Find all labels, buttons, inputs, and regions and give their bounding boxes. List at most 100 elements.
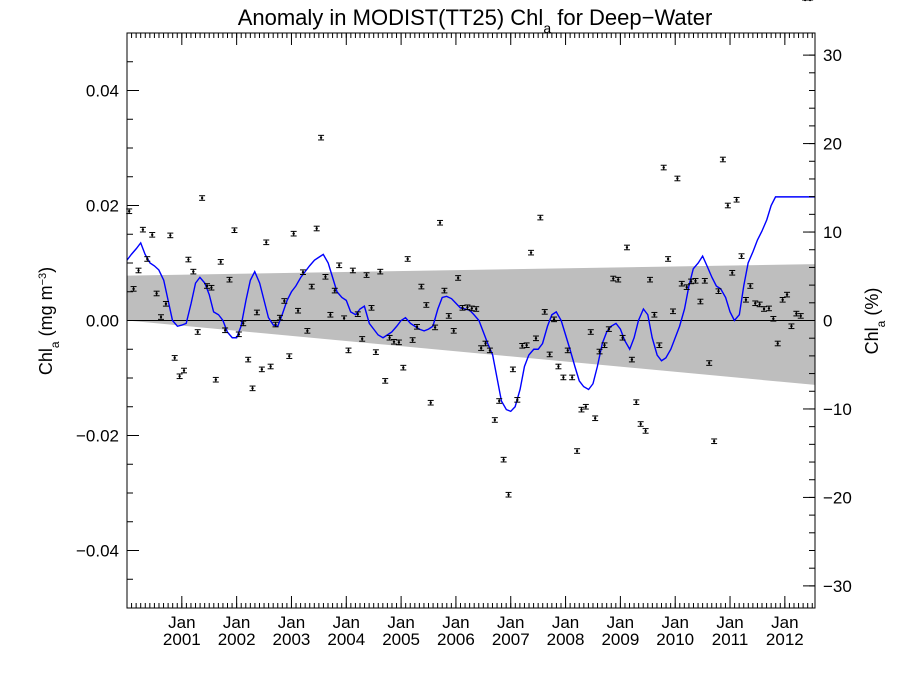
- data-point: [212, 376, 219, 383]
- data-point: [697, 298, 704, 305]
- data-point: [514, 397, 521, 403]
- point-marker: [621, 336, 624, 339]
- data-point: [235, 331, 242, 338]
- data-point: [656, 342, 663, 349]
- point-marker: [306, 329, 309, 333]
- y-right-tick-label: 20: [823, 135, 842, 154]
- point-marker: [658, 344, 661, 347]
- point-marker: [625, 246, 629, 249]
- data-point: [445, 313, 452, 319]
- point-marker: [200, 196, 204, 200]
- data-point: [157, 314, 164, 320]
- point-marker: [466, 306, 469, 309]
- data-point: [331, 287, 338, 294]
- point-marker: [438, 221, 442, 224]
- point-marker: [703, 279, 707, 283]
- point-marker: [470, 307, 474, 310]
- y-left-tick-label: 0.02: [86, 197, 119, 216]
- data-point: [546, 351, 553, 358]
- point-marker: [164, 302, 168, 306]
- data-point: [660, 164, 667, 171]
- data-point: [555, 363, 562, 370]
- data-point: [441, 287, 448, 294]
- data-point: [327, 311, 334, 318]
- x-tick-year: 2001: [163, 630, 201, 649]
- point-marker: [749, 284, 752, 288]
- y-right-tick-label: −30: [823, 577, 852, 596]
- point-marker: [552, 318, 556, 321]
- x-tick-year: 2012: [766, 630, 804, 649]
- data-point: [290, 230, 297, 237]
- point-marker: [342, 317, 346, 320]
- point-marker: [566, 349, 569, 352]
- point-marker: [803, 0, 807, 2]
- point-marker: [461, 306, 464, 310]
- data-point: [464, 304, 471, 311]
- point-marker: [562, 376, 565, 379]
- point-marker: [233, 229, 236, 232]
- point-marker: [689, 280, 693, 283]
- point-marker: [785, 293, 789, 296]
- point-marker: [182, 369, 186, 372]
- point-marker: [726, 204, 730, 207]
- range-band: [127, 264, 815, 385]
- data-point: [363, 272, 370, 278]
- data-point: [482, 340, 489, 347]
- point-marker: [521, 344, 524, 347]
- data-point: [752, 300, 759, 307]
- point-marker: [557, 365, 560, 368]
- point-marker: [433, 326, 437, 329]
- point-marker: [717, 289, 720, 293]
- data-point: [372, 349, 379, 355]
- point-marker: [694, 279, 697, 283]
- point-marker: [219, 260, 222, 264]
- data-point: [541, 309, 548, 315]
- point-marker: [137, 269, 140, 272]
- point-marker: [543, 310, 546, 314]
- data-point: [295, 307, 302, 314]
- data-point: [437, 219, 444, 226]
- point-marker: [447, 314, 450, 318]
- data-point: [318, 134, 325, 141]
- data-point: [733, 196, 740, 203]
- point-marker: [534, 337, 538, 340]
- data-point: [765, 305, 772, 312]
- point-marker: [744, 298, 748, 301]
- x-tick-year: 2009: [601, 630, 639, 649]
- data-point: [427, 399, 434, 406]
- data-point: [642, 428, 649, 434]
- point-marker: [612, 277, 615, 280]
- data-point: [414, 324, 421, 330]
- data-point: [304, 328, 311, 334]
- data-point: [715, 288, 722, 294]
- data-point: [651, 311, 658, 318]
- data-point: [336, 262, 343, 269]
- point-marker: [429, 401, 432, 404]
- point-marker: [397, 341, 401, 344]
- point-marker: [685, 285, 688, 289]
- y-right-tick-label: 30: [823, 46, 842, 65]
- point-marker: [666, 257, 670, 261]
- point-marker: [539, 216, 542, 219]
- point-marker: [498, 399, 501, 403]
- point-marker: [310, 285, 313, 288]
- point-marker: [735, 198, 738, 201]
- data-point: [665, 256, 672, 262]
- data-point: [162, 301, 169, 307]
- data-point: [724, 202, 731, 209]
- data-point: [276, 314, 283, 321]
- data-point: [615, 276, 622, 283]
- point-marker: [630, 358, 634, 361]
- data-point: [190, 268, 197, 275]
- point-marker: [159, 315, 163, 319]
- data-point: [532, 335, 539, 342]
- data-point: [286, 353, 293, 359]
- point-marker: [292, 232, 295, 235]
- point-marker: [443, 289, 446, 292]
- point-marker: [415, 325, 419, 329]
- point-marker: [607, 327, 611, 331]
- data-point: [537, 214, 544, 221]
- point-marker: [616, 278, 620, 281]
- data-point: [774, 340, 781, 347]
